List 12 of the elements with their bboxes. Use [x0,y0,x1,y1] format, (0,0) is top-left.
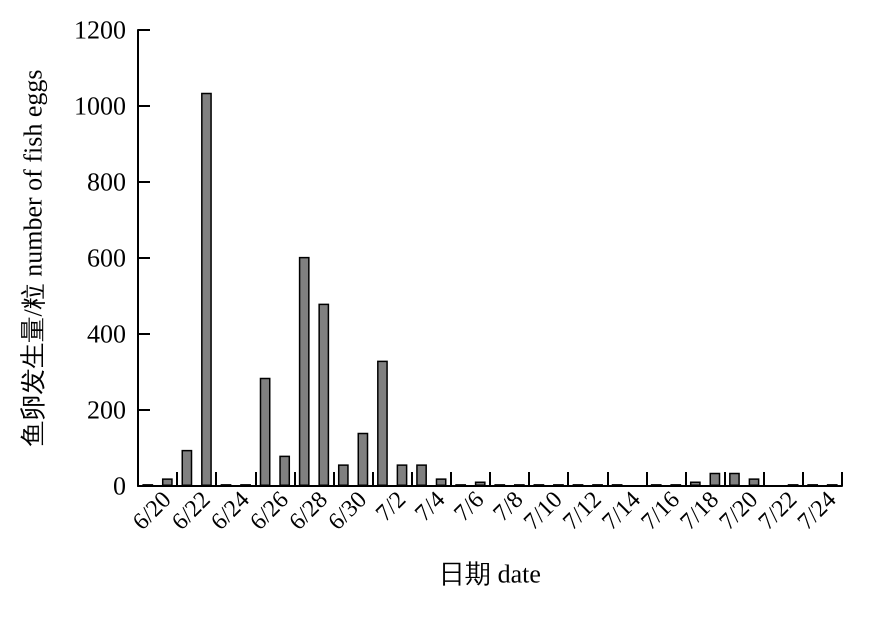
x-tick-label: 7/4 [410,486,450,527]
y-tick-label: 800 [87,168,126,196]
x-tick-label: 7/6 [449,486,490,527]
y-axis-title: 鱼卵发生量/粒 number of fish eggs [18,70,48,446]
y-tick-label: 1200 [74,16,126,44]
y-tick-label: 200 [87,396,126,424]
y-tick-label: 400 [87,320,126,348]
y-tick-label: 600 [87,244,126,272]
y-tick-label: 1000 [74,92,126,120]
y-tick-label: 0 [113,472,126,500]
x-tick-label: 7/2 [371,486,412,527]
x-axis-title: 日期 date [439,560,541,588]
